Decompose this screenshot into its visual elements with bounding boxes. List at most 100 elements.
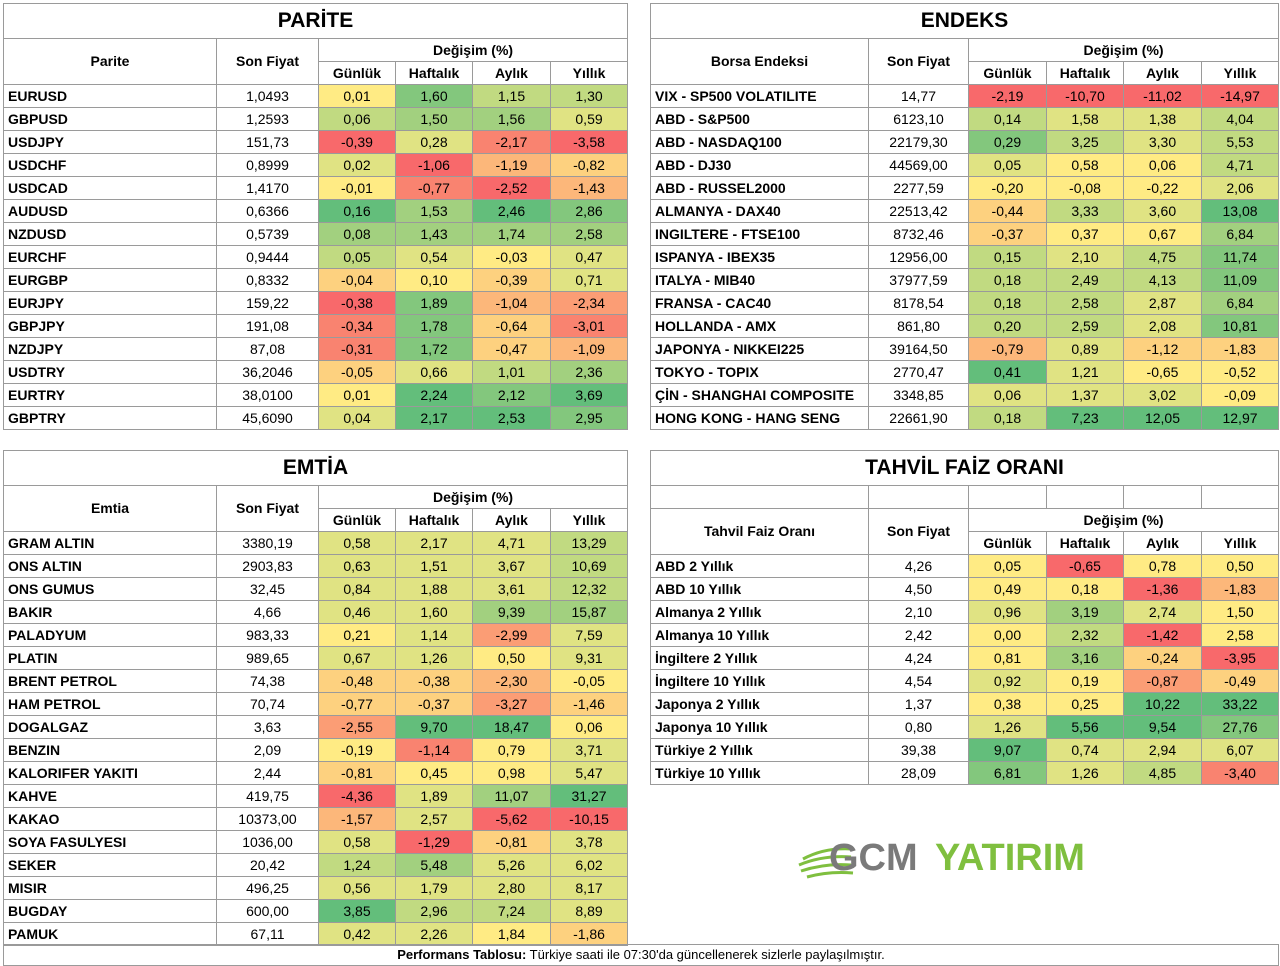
- table-row: TOKYO - TOPIX 2770,47 0,41 1,21 -0,65 -0,52: [650, 360, 1280, 384]
- table-row: PAMUK 67,11 0,42 2,26 1,84 -1,86: [3, 922, 629, 946]
- row-name: ONS GUMUS: [3, 577, 217, 601]
- change-cell-w: 0,19: [1046, 669, 1124, 693]
- change-cell-w: 2,57: [395, 807, 473, 831]
- table-row: Japonya 10 Yıllık 0,80 1,26 5,56 9,54 27,76: [650, 715, 1280, 739]
- change-cell-w: 2,49: [1046, 268, 1124, 292]
- table-row: NZDJPY 87,08 -0,31 1,72 -0,47 -1,09: [3, 337, 629, 361]
- change-cell-y: 9,31: [549, 646, 629, 670]
- row-price: 191,08: [216, 314, 319, 338]
- row-name: MISIR: [3, 876, 217, 900]
- emtia-col-daily: Günlük: [318, 508, 396, 532]
- change-cell-w: -0,77: [395, 176, 473, 200]
- row-price: 45,6090: [216, 406, 319, 430]
- change-cell-w: 3,16: [1046, 646, 1124, 670]
- change-cell-m: 1,38: [1123, 107, 1202, 131]
- change-cell-y: 8,17: [549, 876, 629, 900]
- change-cell-m: -0,24: [1123, 646, 1202, 670]
- table-row: FRANSA - CAC40 8178,54 0,18 2,58 2,87 6,84: [650, 291, 1280, 315]
- row-name: TOKYO - TOPIX: [650, 360, 869, 384]
- row-price: 983,33: [216, 623, 319, 647]
- change-cell-y: 31,27: [549, 784, 629, 808]
- change-cell-y: 1,30: [549, 84, 629, 108]
- row-name: AUDUSD: [3, 199, 217, 223]
- change-cell-y: 12,32: [549, 577, 629, 601]
- table-row: BRENT PETROL 74,38 -0,48 -0,38 -2,30 -0,05: [3, 669, 629, 693]
- row-name: GBPJPY: [3, 314, 217, 338]
- row-name: PAMUK: [3, 922, 217, 946]
- change-cell-w: 1,89: [395, 291, 473, 315]
- change-cell-w: 1,14: [395, 623, 473, 647]
- emtia-body: GRAM ALTIN 3380,19 0,58 2,17 4,71 13,29 ONS AL…: [3, 531, 629, 946]
- change-cell-m: -2,99: [472, 623, 551, 647]
- endeks-col-change: Değişim (%): [967, 38, 1280, 62]
- change-cell-d: 0,49: [968, 577, 1047, 601]
- change-cell-w: 3,33: [1046, 199, 1124, 223]
- table-row: DOGALGAZ 3,63 -2,55 9,70 18,47 0,06: [3, 715, 629, 739]
- change-cell-w: 0,37: [1046, 222, 1124, 246]
- change-cell-w: 1,43: [395, 222, 473, 246]
- parite-col-yearly: Yıllık: [549, 61, 629, 85]
- table-row: SEKER 20,42 1,24 5,48 5,26 6,02: [3, 853, 629, 877]
- change-cell-d: -0,48: [318, 669, 396, 693]
- change-cell-y: -1,43: [549, 176, 629, 200]
- change-cell-y: 5,47: [549, 761, 629, 785]
- row-name: Türkiye 10 Yıllık: [650, 761, 869, 785]
- change-cell-y: 11,74: [1200, 245, 1280, 269]
- change-cell-w: 2,24: [395, 383, 473, 407]
- row-price: 10373,00: [216, 807, 319, 831]
- emtia-col-name: Emtia: [3, 485, 217, 532]
- change-cell-d: 0,21: [318, 623, 396, 647]
- change-cell-d: -0,19: [318, 738, 396, 762]
- change-cell-w: 1,50: [395, 107, 473, 131]
- change-cell-m: 0,78: [1123, 554, 1202, 578]
- change-cell-d: -0,04: [318, 268, 396, 292]
- change-cell-m: 0,50: [472, 646, 551, 670]
- tahvil-col-yearly: Yıllık: [1200, 531, 1280, 555]
- change-cell-m: -1,36: [1123, 577, 1202, 601]
- row-price: 2903,83: [216, 554, 319, 578]
- row-name: ALMANYA - DAX40: [650, 199, 869, 223]
- change-cell-y: -10,15: [549, 807, 629, 831]
- change-cell-d: 0,58: [318, 830, 396, 854]
- change-cell-w: 1,26: [1046, 761, 1124, 785]
- change-cell-y: 6,84: [1200, 222, 1280, 246]
- change-cell-w: 1,51: [395, 554, 473, 578]
- row-name: GBPTRY: [3, 406, 217, 430]
- change-cell-m: 2,87: [1123, 291, 1202, 315]
- change-cell-m: 2,80: [472, 876, 551, 900]
- row-price: 1,0493: [216, 84, 319, 108]
- table-row: BENZIN 2,09 -0,19 -1,14 0,79 3,71: [3, 738, 629, 762]
- row-price: 67,11: [216, 922, 319, 946]
- row-price: 2,09: [216, 738, 319, 762]
- change-cell-d: 0,18: [968, 406, 1047, 430]
- row-name: BUGDAY: [3, 899, 217, 923]
- row-price: 159,22: [216, 291, 319, 315]
- change-cell-d: -4,36: [318, 784, 396, 808]
- change-cell-m: 2,12: [472, 383, 551, 407]
- row-name: GBPUSD: [3, 107, 217, 131]
- emtia-col-monthly: Aylık: [472, 508, 551, 532]
- logo-gcm-text: GCM: [829, 837, 918, 879]
- change-cell-d: -0,79: [968, 337, 1047, 361]
- change-cell-w: 2,58: [1046, 291, 1124, 315]
- change-cell-y: 4,04: [1200, 107, 1280, 131]
- tahvil-col-name: Tahvil Faiz Oranı: [650, 508, 869, 555]
- change-cell-w: 1,21: [1046, 360, 1124, 384]
- change-cell-m: 2,08: [1123, 314, 1202, 338]
- row-price: 20,42: [216, 853, 319, 877]
- row-name: İngiltere 10 Yıllık: [650, 669, 869, 693]
- change-cell-m: -2,30: [472, 669, 551, 693]
- row-price: 3,63: [216, 715, 319, 739]
- row-name: VIX - SP500 VOLATILITE: [650, 84, 869, 108]
- row-price: 3348,85: [868, 383, 969, 407]
- table-row: JAPONYA - NIKKEI225 39164,50 -0,79 0,89 -1,1…: [650, 337, 1280, 361]
- row-name: Japonya 2 Yıllık: [650, 692, 869, 716]
- parite-panel: PARİTE Parite Son Fiyat Değişim (%) Günl…: [2, 3, 629, 430]
- change-cell-w: 2,59: [1046, 314, 1124, 338]
- table-row: EURTRY 38,0100 0,01 2,24 2,12 3,69: [3, 383, 629, 407]
- row-name: KALORIFER YAKITI: [3, 761, 217, 785]
- tahvil-blank-5: [1123, 485, 1202, 509]
- change-cell-m: 1,74: [472, 222, 551, 246]
- row-price: 8178,54: [868, 291, 969, 315]
- parite-col-weekly: Haftalık: [395, 61, 473, 85]
